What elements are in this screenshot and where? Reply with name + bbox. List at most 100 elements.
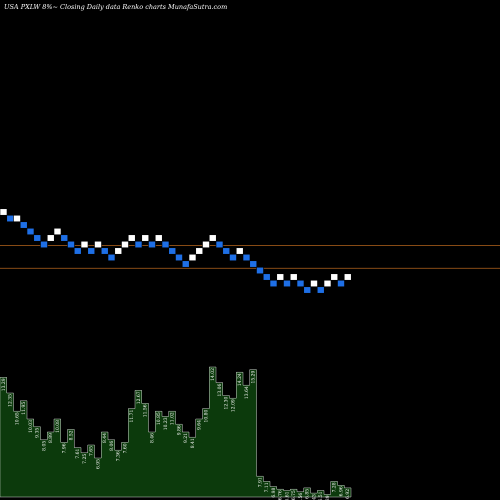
volume-label: 7.91 [257,477,263,487]
renko-brick-up [323,279,332,288]
volume-label: 8.44 [102,433,108,443]
renko-brick-down [60,234,69,242]
volume-label: 8.05 [41,441,47,451]
volume-label: 9.35 [35,428,41,438]
volume-label: 11.02 [170,412,176,425]
renko-brick-up [46,234,55,242]
renko-brick-up [13,214,21,223]
volume-label: 7.11 [264,482,270,492]
volume-label: 11.56 [143,404,149,417]
volume-label: 6.76 [278,490,284,500]
renko-brick-up [94,240,102,249]
renko-brick-up [154,234,163,242]
volume-label: 14.24 [237,373,243,386]
renko-brick-down [215,240,224,249]
renko-brick-up [127,234,136,242]
volume-bar [236,372,243,497]
renko-brick-up [235,247,244,255]
volume-label: 6.61 [284,491,290,500]
volume-label: 7.96 [62,443,68,453]
renko-brick-down [229,253,237,262]
volume-label: 10.08 [55,420,61,433]
renko-brick-up [330,273,339,281]
renko-brick-up [310,279,318,288]
renko-brick-down [134,240,143,249]
renko-brick-up [80,240,89,249]
volume-label: 6.95 [95,459,101,469]
renko-brick-down [256,266,264,275]
volume-bar [243,385,250,497]
renko-brick-down [107,253,116,262]
renko-bricks [0,208,352,294]
volume-label: 7.65 [89,446,95,456]
volume-label: 10.03 [28,420,34,433]
volume-label: 10.85 [156,412,162,425]
renko-brick-down [161,240,170,249]
volume-label: 10.23 [163,417,169,430]
renko-brick-down [19,221,28,229]
renko-brick-up [276,273,285,281]
renko-brick-up [53,227,62,236]
volume-label: 7.28 [332,482,338,492]
renko-brick-down [337,279,345,288]
volume-label: 7.61 [75,448,81,458]
volume-label: 9.64 [197,420,203,430]
volume-label: 6.92 [345,489,351,499]
renko-brick-up [202,240,210,249]
volume-label: 6.39 [325,495,331,500]
renko-brick-down [262,273,271,281]
volume-label: 6.51 [318,491,324,500]
renko-brick-up [208,234,217,242]
renko-brick-down [67,240,75,249]
volume-bar [216,383,223,497]
volume-label: 15.29 [251,370,257,383]
volume-label: 13.64 [244,386,250,399]
renko-brick-up [195,247,204,255]
renko-brick-up [0,208,8,216]
renko-brick-down [148,240,156,249]
volume-label: 11.71 [129,409,135,422]
volume-label: 6.85 [305,489,311,499]
volume-area [0,366,352,498]
volume-label: 10.65 [14,412,20,425]
volume-bar [0,377,7,497]
renko-brick-down [26,227,35,236]
volume-label: 12.09 [230,399,236,412]
volume-label: 13.29 [1,378,7,391]
volume-label: 14.02 [210,368,216,381]
volume-label: 7.36 [116,451,122,461]
volume-label: 13.06 [217,383,223,396]
renko-brick-down [242,253,251,262]
volume-label: 9.86 [176,425,182,435]
volume-label: 6.56 [298,493,304,500]
volume-label: 12.30 [224,396,230,409]
volume-label: 8.89 [48,433,54,443]
volume-bar [7,393,14,497]
renko-brick-down [181,260,190,268]
renko-brick-down [303,286,312,294]
volume-label: 7.60 [122,443,128,453]
volume-label: 12.67 [136,391,142,404]
renko-brick-down [296,279,305,288]
volume-label: 6.98 [271,487,277,497]
renko-brick-down [100,247,109,255]
volume-label: 9.21 [183,433,189,443]
volume-fill [0,366,352,498]
volume-label: 6.96 [338,486,344,496]
volume-label: 6.43 [311,494,317,500]
volume-label: 12.35 [8,394,14,407]
renko-brick-down [6,214,15,223]
renko-brick-up [289,273,298,281]
renko-brick-up [121,240,129,249]
renko-brick-down [222,247,231,255]
volume-bar [223,396,230,497]
volume-label: 7.25 [82,454,88,464]
renko-brick-up [141,234,150,242]
renko-brick-down [316,286,325,294]
chart-title: USA PXLW 8%~ Closing Daily data Renko ch… [4,3,227,11]
volume-label: 8.52 [68,430,74,440]
volume-label: 6.75 [291,490,297,500]
renko-brick-up [188,253,197,262]
